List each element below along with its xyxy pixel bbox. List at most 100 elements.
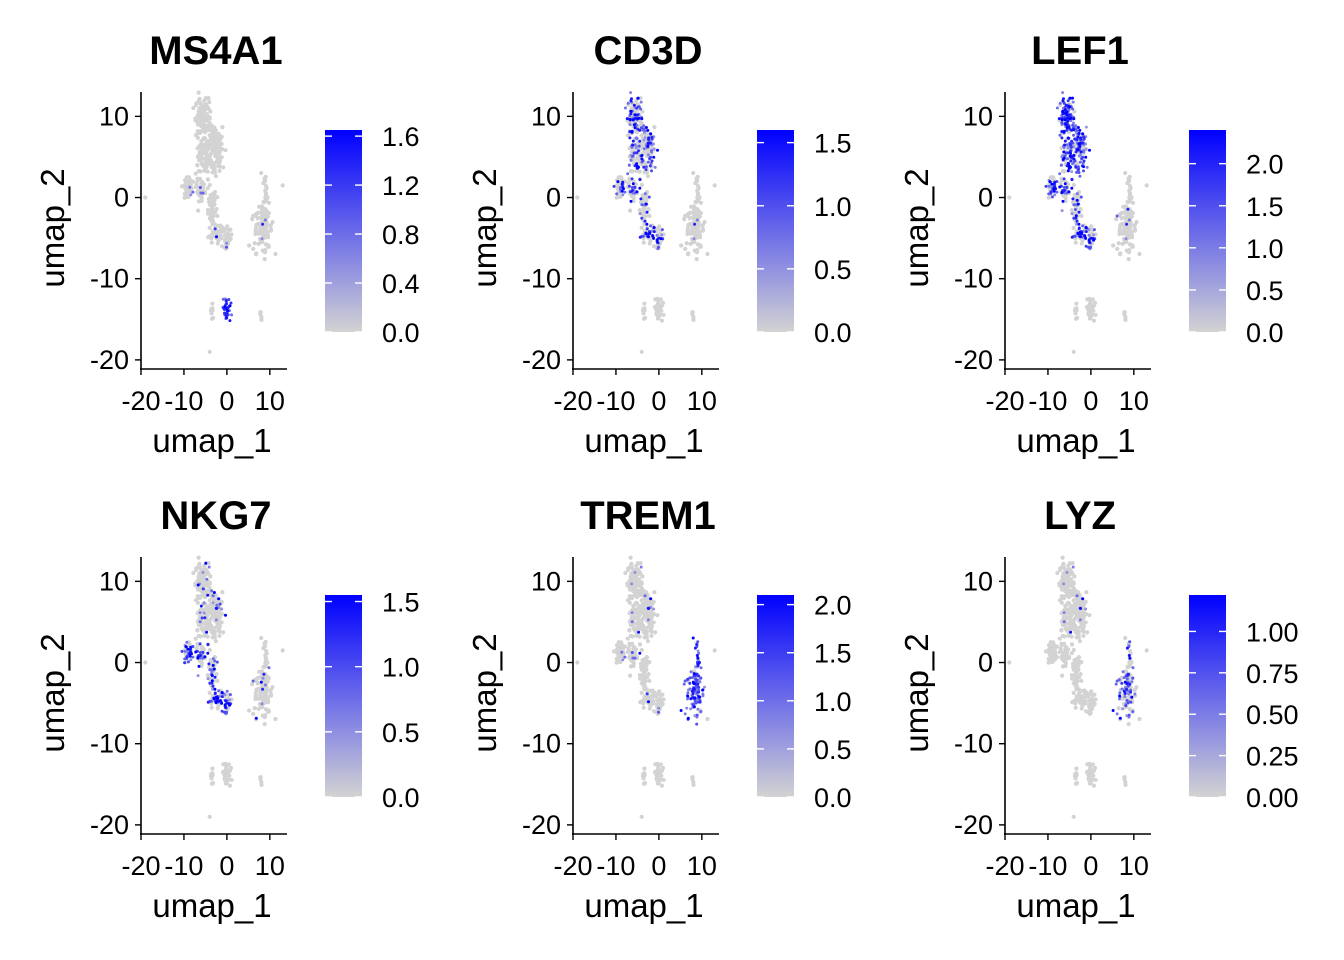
- cell-point: [652, 607, 656, 611]
- cell-point: [193, 171, 198, 176]
- cell-point: [628, 136, 632, 140]
- cell-point: [1068, 593, 1073, 598]
- cell-point: [637, 630, 641, 634]
- cell-point: [632, 123, 636, 127]
- cell-point: [1076, 202, 1080, 206]
- cell-point: [685, 212, 690, 217]
- cell-point: [661, 312, 666, 317]
- cell-point: [647, 241, 652, 246]
- cell-point: [1128, 682, 1132, 686]
- cell-point: [1069, 673, 1074, 678]
- cell-point: [644, 202, 648, 206]
- cell-point: [210, 679, 214, 683]
- cell-point: [633, 571, 637, 574]
- cell-point: [1126, 257, 1131, 262]
- cell-point: [1068, 571, 1073, 576]
- cell-point: [1058, 185, 1062, 189]
- cell-point: [652, 226, 656, 230]
- cell-point: [633, 185, 637, 189]
- cell-point: [1084, 236, 1088, 240]
- cell-point: [1072, 128, 1075, 132]
- cell-point: [253, 228, 258, 233]
- cell-point: [210, 674, 214, 677]
- cell-point: [193, 118, 198, 123]
- cell-point: [1074, 127, 1078, 131]
- cell-point: [1068, 164, 1071, 168]
- cell-point: [623, 106, 627, 110]
- x-tick-label: 10: [1119, 386, 1149, 416]
- cell-point: [1063, 118, 1067, 122]
- cell-point: [694, 684, 698, 688]
- cell-point: [1082, 135, 1086, 139]
- cell-point: [1051, 195, 1054, 199]
- cell-point: [1123, 170, 1128, 176]
- cell-point: [1123, 779, 1128, 785]
- cell-point: [1084, 709, 1089, 714]
- cell-point: [198, 169, 203, 174]
- cell-point: [204, 128, 209, 133]
- cell-point: [1058, 646, 1063, 651]
- cell-point: [1066, 611, 1071, 616]
- cell-point: [195, 619, 200, 624]
- y-tick-label: -20: [522, 345, 561, 375]
- cell-point: [259, 204, 264, 209]
- cell-point: [206, 677, 210, 681]
- cell-point: [1079, 235, 1082, 239]
- cell-point: [258, 775, 263, 780]
- cell-point: [265, 230, 270, 235]
- cell-point: [204, 155, 209, 160]
- cell-point: [215, 706, 220, 711]
- cell-point: [632, 103, 636, 107]
- cell-points: [575, 91, 717, 354]
- cell-point: [183, 649, 187, 653]
- cell-point: [1071, 225, 1076, 230]
- cell-point: [654, 312, 659, 317]
- cell-point: [639, 182, 644, 188]
- cell-point: [1061, 561, 1066, 566]
- x-tick-label: 0: [1083, 386, 1098, 416]
- y-tick-label: 10: [963, 101, 993, 131]
- cell-point: [1062, 566, 1067, 571]
- cell-point: [702, 220, 707, 225]
- cell-point: [635, 151, 639, 155]
- cell-point: [204, 561, 208, 565]
- cell-point: [1128, 640, 1132, 644]
- cell-point: [1063, 108, 1067, 112]
- cell-point: [632, 646, 637, 651]
- cell-point: [631, 143, 635, 147]
- cell-point: [251, 711, 256, 716]
- cell-point: [1071, 814, 1076, 819]
- cell-point: [1065, 164, 1069, 168]
- panel-title: TREM1: [580, 494, 716, 538]
- cell-point: [690, 689, 694, 693]
- cell-point: [639, 200, 644, 205]
- colorbar-label: 1.6: [382, 122, 420, 152]
- cell-point: [1081, 161, 1085, 165]
- cell-point: [260, 239, 265, 244]
- cell-point: [692, 672, 696, 676]
- cell-point: [1144, 183, 1149, 188]
- cell-point: [220, 607, 224, 611]
- cell-point: [1124, 704, 1128, 708]
- colorbar-label: 0.25: [1246, 742, 1299, 772]
- cell-point: [1121, 670, 1125, 674]
- cell-point: [1076, 658, 1081, 663]
- cell-point: [1062, 620, 1066, 624]
- cell-point: [1065, 126, 1069, 130]
- y-tick-label: -20: [954, 810, 993, 840]
- cell-point: [615, 192, 619, 196]
- cell-point: [1131, 676, 1135, 680]
- cell-point: [648, 232, 652, 235]
- cell-point: [648, 620, 653, 625]
- cell-point: [1125, 687, 1129, 691]
- cell-point: [1130, 200, 1136, 205]
- cell-point: [1075, 594, 1079, 598]
- cell-point: [650, 159, 654, 163]
- y-tick-label: 0: [546, 648, 561, 678]
- cell-point: [252, 241, 257, 246]
- cell-point: [651, 620, 656, 625]
- y-axis-title: umap_2: [898, 168, 935, 287]
- cell-point: [1090, 693, 1095, 698]
- cell-point: [1072, 193, 1077, 198]
- cell-point: [217, 689, 221, 693]
